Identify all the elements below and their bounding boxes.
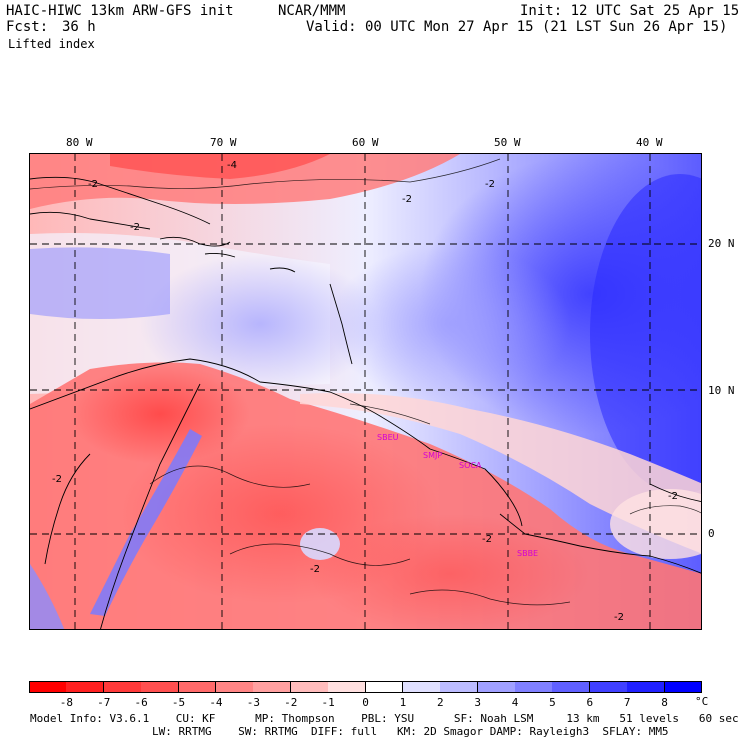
lon-label: 40 W: [636, 136, 663, 149]
colorbar-swatch: [589, 681, 628, 693]
colorbar-tick-label: -1: [321, 696, 335, 709]
colorbar-tick-label: -5: [171, 696, 186, 709]
contours: [30, 158, 701, 606]
colorbar-tick-label: -4: [209, 696, 223, 709]
colorbar-tick-label: -3: [246, 696, 260, 709]
colorbar-tick-label: 4: [511, 696, 519, 709]
fcst-value: 36 h: [62, 19, 96, 35]
colorbar-swatch: [253, 681, 292, 693]
lifted-index-map: -2 -4 -2 -2 -2 -2 -2 -2 -2 -2 SBEU SMJP …: [29, 153, 702, 630]
colorbar-swatch: [477, 681, 516, 693]
lat-label: 10 N: [708, 384, 735, 397]
colorbar-tick-label: 8: [661, 696, 668, 709]
contour-label: -2: [668, 491, 678, 502]
colorbar-swatch: [664, 681, 703, 693]
station-label: SMJP: [423, 451, 443, 460]
lon-label: 60 W: [352, 136, 379, 149]
colorbar-swatch: [29, 681, 67, 693]
model-info-line1: Model Info: V3.6.1 CU: KF MP: Thompson P…: [30, 712, 739, 725]
contour-label: -2: [52, 474, 62, 485]
contour-label: -2: [402, 194, 412, 205]
colorbar-tick-label: 6: [586, 696, 594, 709]
contour-label: -2: [482, 534, 492, 545]
contour-label: -4: [227, 160, 237, 171]
center-label: NCAR/MMM: [278, 3, 346, 19]
valid-time: Valid: 00 UTC Mon 27 Apr 15 (21 LST Sun …: [306, 19, 728, 35]
colorbar-tick-label: -7: [97, 696, 111, 709]
colorbar-tick-label: -8: [59, 696, 73, 709]
model-info-line2: LW: RRTMG SW: RRTMG DIFF: full KM: 2D Sm…: [152, 725, 669, 738]
colorbar-tick-label: 3: [474, 696, 481, 709]
colorbar-swatch: [440, 681, 479, 693]
lat-label: 20 N: [708, 237, 735, 250]
station-label: SBEU: [377, 433, 399, 442]
contour-label: -2: [614, 612, 624, 623]
colorbar-swatch: [552, 681, 591, 693]
colorbar-swatch: [627, 681, 666, 693]
colorbar-tick-label: 5: [549, 696, 556, 709]
contour-label: -2: [130, 222, 140, 233]
fcst-label: Fcst:: [6, 19, 49, 35]
colorbar-swatch: [215, 681, 254, 693]
colorbar-tick-label: -2: [284, 696, 298, 709]
colorbar-swatch: [178, 681, 217, 693]
lon-label: 50 W: [494, 136, 521, 149]
field-caribbean-positive: [30, 247, 170, 319]
model-title: HAIC-HIWC 13km ARW-GFS init: [6, 3, 234, 19]
init-time: Init: 12 UTC Sat 25 Apr 15: [520, 3, 740, 19]
colorbar-tick-label: 1: [399, 696, 407, 709]
colorbar-swatch: [141, 681, 180, 693]
colorbar-tick-label: 0: [362, 696, 369, 709]
colorbar-swatch: [66, 681, 105, 693]
colorbar-tick-label: -6: [134, 696, 148, 709]
lon-label: 80 W: [66, 136, 93, 149]
map-canvas: -2 -4 -2 -2 -2 -2 -2 -2 -2 -2: [30, 154, 701, 629]
colorbar-swatch: [365, 681, 404, 693]
field-andes-positive: [90, 429, 202, 616]
contour-label: -2: [88, 179, 98, 190]
lat-label: 0: [708, 527, 715, 540]
station-label: SOCA: [459, 461, 482, 470]
station-label: SBBE: [517, 549, 539, 558]
colorbar-tick-label: 2: [436, 696, 444, 709]
contour-label: -2: [485, 179, 495, 190]
colorbar-swatch: [290, 681, 329, 693]
colorbar-swatch: [402, 681, 441, 693]
lat-lon-grid: [30, 154, 701, 629]
colorbar-swatch: [328, 681, 366, 693]
colorbar-swatch: [515, 681, 553, 693]
contour-label: -2: [310, 564, 320, 575]
colorbar-swatch: [103, 681, 142, 693]
colorbar-unit: °C: [695, 695, 709, 708]
field-name: Lifted index: [8, 37, 95, 51]
lon-label: 70 W: [210, 136, 237, 149]
coastlines: [30, 176, 701, 629]
colorbar-tick-label: 7: [623, 696, 631, 709]
